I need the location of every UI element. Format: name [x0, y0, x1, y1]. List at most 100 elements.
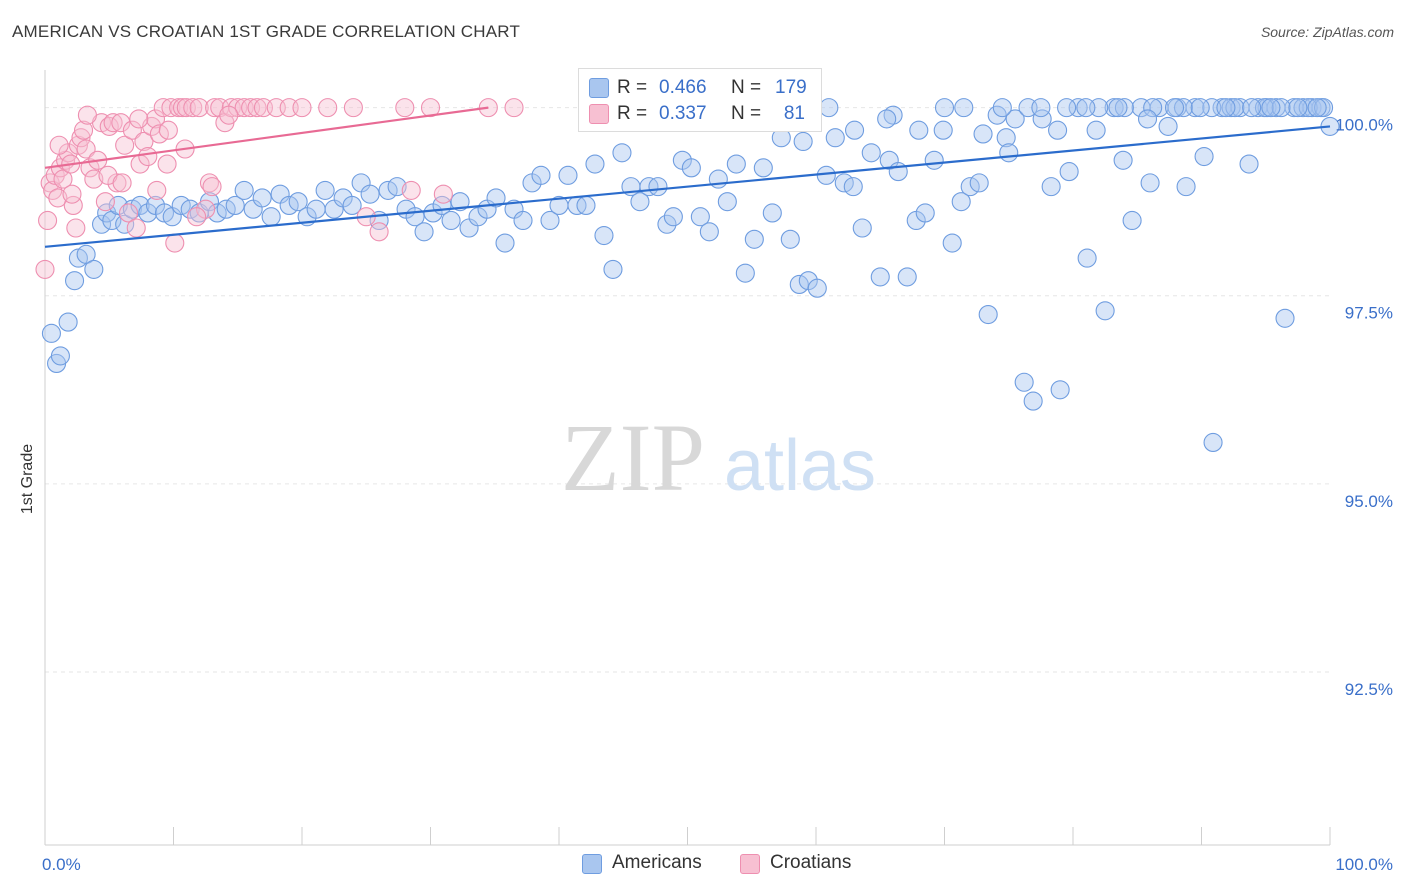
point-croatian: [138, 146, 158, 167]
point-croatian: [99, 116, 119, 136]
point-american: [762, 203, 782, 223]
point-american: [1014, 372, 1034, 392]
point-american: [1041, 177, 1061, 197]
point-american: [735, 263, 755, 283]
point-american: [138, 203, 158, 223]
point-american: [1239, 154, 1259, 174]
trend-lines: [44, 106, 1331, 248]
point-croatian: [401, 180, 421, 200]
point-american: [1113, 150, 1133, 170]
point-american: [41, 323, 61, 343]
point-american: [1194, 146, 1214, 167]
point-croatian: [74, 120, 94, 140]
legend-swatch-americans: [589, 78, 609, 98]
point-american: [1176, 177, 1196, 197]
point-american: [495, 233, 515, 253]
legend-swatch-croatians: [589, 104, 609, 124]
point-american: [1023, 391, 1043, 411]
point-american: [699, 222, 719, 242]
point-american: [753, 158, 773, 178]
point-croatian: [53, 169, 73, 189]
point-american: [91, 214, 112, 234]
point-croatian: [62, 184, 82, 204]
point-croatian: [147, 180, 167, 200]
point-american: [819, 98, 839, 118]
trend-line-croatians: [44, 106, 489, 169]
point-croatian: [369, 222, 389, 242]
point-american: [1050, 380, 1070, 400]
point-croatian: [161, 98, 181, 118]
point-american: [558, 165, 578, 185]
point-croatian: [115, 135, 135, 155]
point-american: [973, 124, 993, 144]
point-croatian: [157, 154, 177, 174]
point-american: [1261, 98, 1281, 118]
americans-points: [41, 98, 1340, 453]
point-american: [924, 150, 944, 170]
legend-n-value: 81: [783, 103, 805, 124]
point-american: [252, 188, 272, 208]
legend-label-americans: Americans: [612, 852, 702, 873]
point-american: [870, 267, 890, 287]
point-american: [1242, 98, 1262, 118]
point-croatian: [95, 192, 115, 212]
point-american: [726, 154, 746, 174]
point-american: [1314, 98, 1334, 118]
point-croatian: [165, 233, 185, 253]
point-american: [915, 203, 935, 223]
point-american: [76, 244, 96, 264]
point-american: [1122, 210, 1142, 231]
point-american: [996, 128, 1016, 148]
point-american: [234, 180, 254, 200]
point-american: [1307, 98, 1327, 118]
point-american: [306, 199, 326, 219]
point-american: [954, 98, 974, 118]
watermark-atlas: atlas: [724, 426, 876, 506]
point-american: [793, 131, 813, 152]
point-american: [780, 229, 800, 249]
point-american: [1031, 98, 1051, 118]
legend-n-value: 179: [775, 77, 807, 98]
point-american: [1095, 301, 1115, 321]
point-american: [1086, 120, 1106, 140]
point-american: [594, 225, 614, 246]
legend-r-label: R =: [617, 77, 648, 98]
point-croatian: [247, 98, 267, 118]
series-legend: Americans Croatians: [0, 852, 1406, 878]
point-croatian: [118, 203, 139, 223]
point-american: [315, 180, 335, 200]
point-american: [933, 120, 953, 140]
y-tick-label: 97.5%: [1345, 304, 1393, 323]
point-american: [1068, 98, 1088, 118]
point-american: [825, 128, 845, 148]
point-american: [50, 346, 70, 366]
legend-label-croatians: Croatians: [770, 852, 852, 873]
point-american: [861, 143, 881, 163]
axes: [44, 70, 1331, 846]
watermark-zip: ZIP: [561, 404, 705, 511]
point-american: [612, 143, 632, 163]
point-american: [999, 143, 1019, 163]
point-croatian: [129, 109, 149, 129]
source-credit: Source: ZipAtlas.com: [1260, 24, 1394, 40]
point-american: [342, 195, 362, 215]
y-tick-label: 100.0%: [1335, 116, 1393, 135]
point-american: [108, 195, 128, 215]
point-american: [657, 214, 677, 234]
correlation-legend: R = 0.466 N = 179 R = 0.337 N = 81: [578, 68, 822, 132]
point-croatian: [126, 218, 146, 238]
point-american: [261, 207, 281, 227]
point-american: [65, 271, 85, 291]
point-american: [1005, 109, 1025, 129]
y-tick-label: 92.5%: [1345, 680, 1393, 699]
point-american: [934, 98, 955, 118]
point-american: [1216, 98, 1236, 118]
x-tick-label: 100.0%: [1335, 855, 1393, 874]
point-croatian: [189, 98, 209, 118]
point-american: [1185, 98, 1205, 118]
point-american: [576, 195, 596, 215]
point-american: [585, 154, 605, 174]
point-croatian: [183, 98, 203, 118]
point-american: [1288, 98, 1308, 118]
